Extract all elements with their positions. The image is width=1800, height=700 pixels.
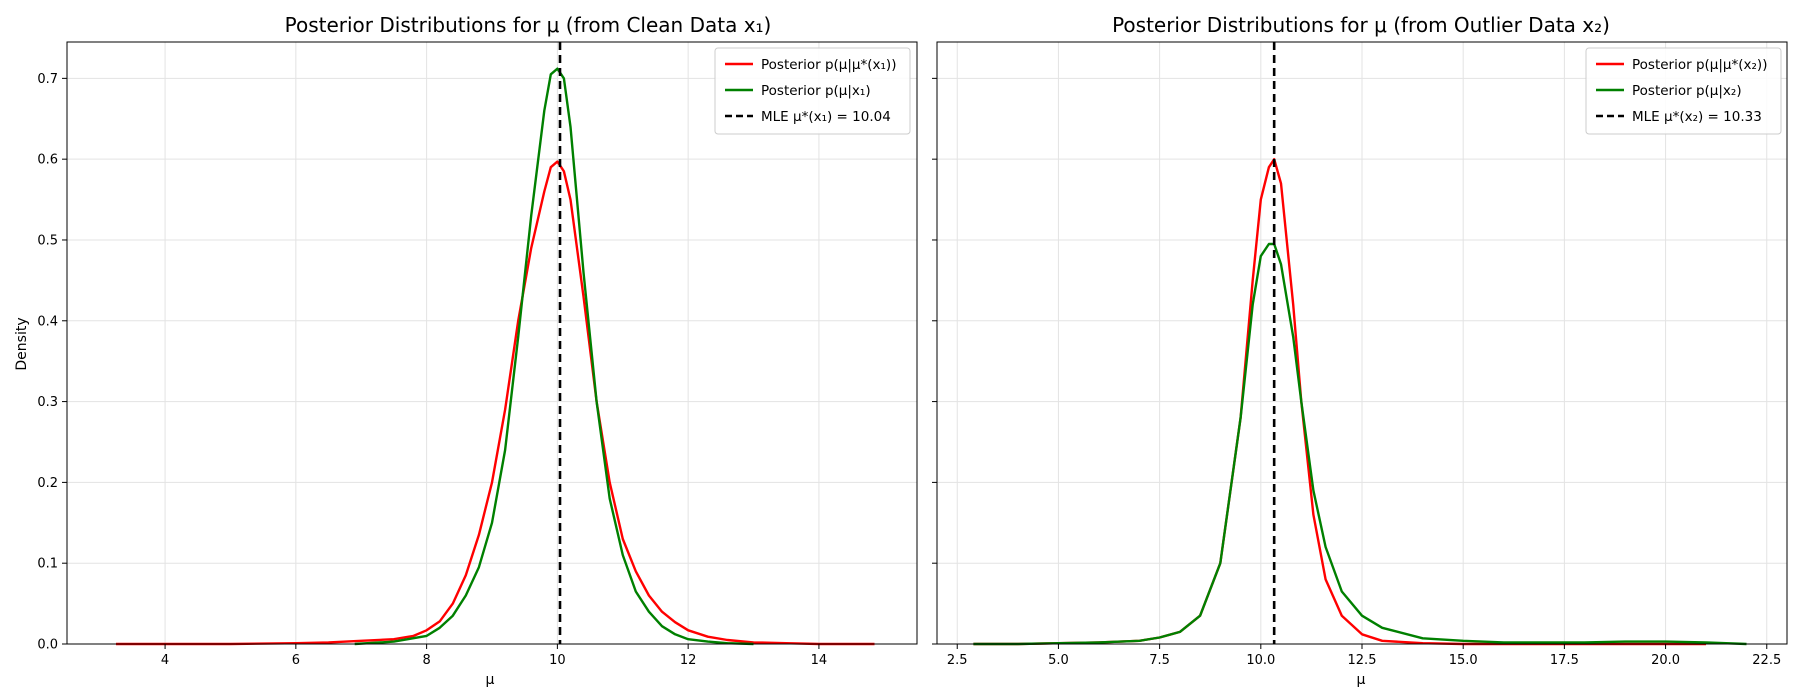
right-x-tick-label: 12.5 — [1348, 653, 1377, 668]
right-legend-label-0: Posterior p(μ|μ*(x₂)) — [1632, 57, 1767, 73]
left-y-tick-label: 0.5 — [37, 233, 58, 248]
right-x-tick-label: 17.5 — [1550, 653, 1579, 668]
right-x-tick-label: 10.0 — [1246, 653, 1275, 668]
right-x-tick-label: 20.0 — [1651, 653, 1680, 668]
left-x-axis-label: μ — [486, 672, 495, 688]
right-legend: Posterior p(μ|μ*(x₂)) Posterior p(μ|x₂) ML… — [1585, 47, 1782, 135]
left-chart-panel: Posterior Distributions for μ (from Clea… — [14, 13, 918, 688]
left-chart-title: Posterior Distributions for μ (from Clea… — [285, 13, 772, 37]
left-x-tick-label: 12 — [680, 653, 697, 668]
right-chart-title: Posterior Distributions for μ (from Outl… — [1112, 13, 1610, 37]
left-legend-label-2: MLE μ*(x₁) = 10.04 — [761, 109, 891, 125]
left-y-tick-label: 0.1 — [37, 557, 58, 572]
left-y-tick-label: 0.2 — [37, 476, 58, 491]
left-y-tick-label: 0.4 — [37, 314, 58, 329]
right-x-tick-label: 5.0 — [1048, 653, 1069, 668]
left-y-tick-label: 0.7 — [37, 72, 58, 87]
right-x-tick-label: 2.5 — [947, 653, 968, 668]
right-legend-box — [1585, 47, 1782, 135]
right-chart-panel: Posterior Distributions for μ (from Outl… — [932, 13, 1788, 688]
right-x-tick-label: 22.5 — [1752, 653, 1781, 668]
left-series-line-red — [116, 160, 875, 646]
left-x-tick-label: 14 — [811, 653, 828, 668]
left-legend-label-0: Posterior p(μ|μ*(x₁)) — [761, 57, 896, 73]
left-legend-label-1: Posterior p(μ|x₁) — [761, 83, 871, 99]
left-x-ticks: 4 6 8 10 12 14 — [161, 644, 827, 668]
left-x-tick-label: 4 — [161, 653, 169, 668]
left-y-ticks: 0.0 0.1 0.2 0.3 0.4 0.5 0.6 0.7 — [37, 72, 67, 653]
left-legend-box — [714, 47, 911, 135]
left-plot-frame — [66, 41, 918, 645]
right-x-tick-label: 7.5 — [1149, 653, 1170, 668]
left-y-axis-label: Density — [14, 317, 30, 370]
right-legend-label-2: MLE μ*(x₂) = 10.33 — [1632, 109, 1762, 125]
left-y-tick-label: 0.3 — [37, 395, 58, 410]
right-series-line-green — [973, 242, 1747, 646]
left-x-tick-label: 10 — [549, 653, 566, 668]
right-legend-label-1: Posterior p(μ|x₂) — [1632, 83, 1742, 99]
right-x-tick-label: 15.0 — [1449, 653, 1478, 668]
left-y-tick-label: 0.0 — [37, 638, 58, 653]
left-y-tick-label: 0.6 — [37, 153, 58, 168]
left-x-tick-label: 6 — [292, 653, 300, 668]
left-x-tick-label: 8 — [422, 653, 430, 668]
left-legend: Posterior p(μ|μ*(x₁)) Posterior p(μ|x₁) ML… — [714, 47, 911, 135]
right-x-axis-label: μ — [1357, 672, 1366, 688]
right-x-ticks: 2.5 5.0 7.5 10.0 12.5 15.0 17.5 20.0 22.5 — [947, 644, 1781, 668]
right-y-ticks — [932, 77, 937, 645]
